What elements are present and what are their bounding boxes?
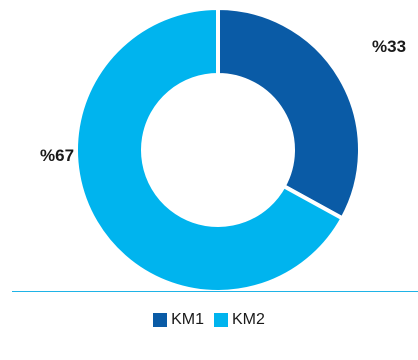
legend-swatch-km1 (153, 313, 168, 327)
legend-label-km2: KM2 (232, 311, 265, 328)
legend-item-km2: KM2 (214, 311, 265, 329)
legend-item-km1: KM1 (153, 311, 204, 329)
legend-swatch-km2 (214, 313, 228, 327)
legend-label-km1: KM1 (171, 311, 204, 328)
data-label-km1: %33 (372, 37, 407, 56)
legend-divider (12, 291, 418, 292)
donut-slice-km2 (74, 5, 346, 294)
donut-slice-km1 (216, 5, 362, 222)
data-label-km2: %67 (40, 146, 75, 165)
legend: KM1 KM2 (0, 311, 418, 329)
